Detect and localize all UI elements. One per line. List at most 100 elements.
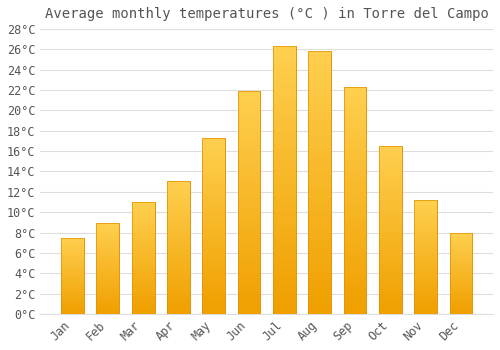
Bar bbox=[273, 116, 296, 121]
Bar bbox=[344, 219, 366, 223]
Bar bbox=[379, 149, 402, 153]
Bar bbox=[273, 94, 296, 100]
Bar bbox=[344, 128, 366, 132]
Bar bbox=[132, 303, 154, 305]
Bar bbox=[167, 212, 190, 215]
Bar bbox=[202, 208, 225, 212]
Bar bbox=[96, 290, 119, 292]
Bar bbox=[61, 253, 84, 254]
Bar bbox=[61, 238, 84, 239]
Bar bbox=[202, 194, 225, 198]
Bar bbox=[96, 229, 119, 231]
Bar bbox=[202, 293, 225, 296]
Bar bbox=[450, 249, 472, 250]
Bar bbox=[132, 287, 154, 289]
Bar bbox=[132, 247, 154, 249]
Bar bbox=[238, 96, 260, 100]
Bar bbox=[414, 291, 437, 293]
Bar bbox=[202, 212, 225, 215]
Bar bbox=[167, 207, 190, 210]
Bar bbox=[96, 276, 119, 278]
Bar bbox=[96, 288, 119, 290]
Bar bbox=[344, 160, 366, 164]
Bar bbox=[238, 91, 260, 314]
Bar bbox=[450, 304, 472, 306]
Bar bbox=[132, 307, 154, 309]
Bar bbox=[273, 46, 296, 314]
Bar bbox=[450, 246, 472, 247]
Bar bbox=[132, 206, 154, 209]
Bar bbox=[132, 265, 154, 267]
Bar bbox=[238, 287, 260, 292]
Bar bbox=[132, 258, 154, 260]
Bar bbox=[202, 184, 225, 187]
Bar bbox=[96, 249, 119, 251]
Bar bbox=[238, 136, 260, 140]
Bar bbox=[308, 282, 331, 288]
Bar bbox=[132, 267, 154, 269]
Bar bbox=[379, 280, 402, 284]
Bar bbox=[450, 272, 472, 273]
Bar bbox=[61, 268, 84, 270]
Bar bbox=[344, 259, 366, 264]
Bar bbox=[414, 204, 437, 207]
Bar bbox=[450, 312, 472, 314]
Bar bbox=[238, 301, 260, 305]
Bar bbox=[202, 296, 225, 300]
Bar bbox=[96, 231, 119, 232]
Bar bbox=[344, 282, 366, 287]
Bar bbox=[96, 241, 119, 243]
Bar bbox=[379, 203, 402, 206]
Bar bbox=[379, 284, 402, 287]
Bar bbox=[450, 234, 472, 236]
Bar bbox=[379, 250, 402, 253]
Bar bbox=[61, 303, 84, 305]
Bar bbox=[344, 155, 366, 160]
Bar bbox=[414, 298, 437, 300]
Bar bbox=[273, 282, 296, 287]
Bar bbox=[344, 182, 366, 187]
Bar bbox=[202, 279, 225, 282]
Bar bbox=[96, 299, 119, 301]
Bar bbox=[167, 303, 190, 306]
Bar bbox=[414, 261, 437, 264]
Bar bbox=[238, 109, 260, 113]
Bar bbox=[414, 289, 437, 291]
Bar bbox=[96, 307, 119, 308]
Bar bbox=[238, 131, 260, 136]
Bar bbox=[167, 285, 190, 287]
Bar bbox=[308, 167, 331, 172]
Bar bbox=[96, 232, 119, 234]
Bar bbox=[273, 202, 296, 207]
Bar bbox=[132, 276, 154, 278]
Bar bbox=[167, 245, 190, 247]
Bar bbox=[132, 215, 154, 218]
Bar bbox=[344, 205, 366, 210]
Bar bbox=[379, 287, 402, 290]
Bar bbox=[379, 294, 402, 297]
Bar bbox=[202, 226, 225, 229]
Bar bbox=[132, 226, 154, 229]
Bar bbox=[344, 114, 366, 119]
Bar bbox=[132, 224, 154, 226]
Bar bbox=[132, 289, 154, 292]
Bar bbox=[167, 191, 190, 194]
Bar bbox=[273, 111, 296, 116]
Bar bbox=[379, 233, 402, 237]
Bar bbox=[167, 231, 190, 234]
Bar bbox=[132, 282, 154, 285]
Bar bbox=[450, 232, 472, 314]
Bar bbox=[167, 276, 190, 279]
Bar bbox=[273, 132, 296, 137]
Bar bbox=[61, 296, 84, 297]
Bar bbox=[414, 257, 437, 259]
Bar bbox=[344, 132, 366, 137]
Bar bbox=[379, 217, 402, 220]
Bar bbox=[238, 167, 260, 171]
Bar bbox=[450, 283, 472, 285]
Bar bbox=[96, 308, 119, 310]
Bar bbox=[202, 254, 225, 258]
Bar bbox=[132, 202, 154, 204]
Bar bbox=[167, 181, 190, 314]
Bar bbox=[414, 284, 437, 287]
